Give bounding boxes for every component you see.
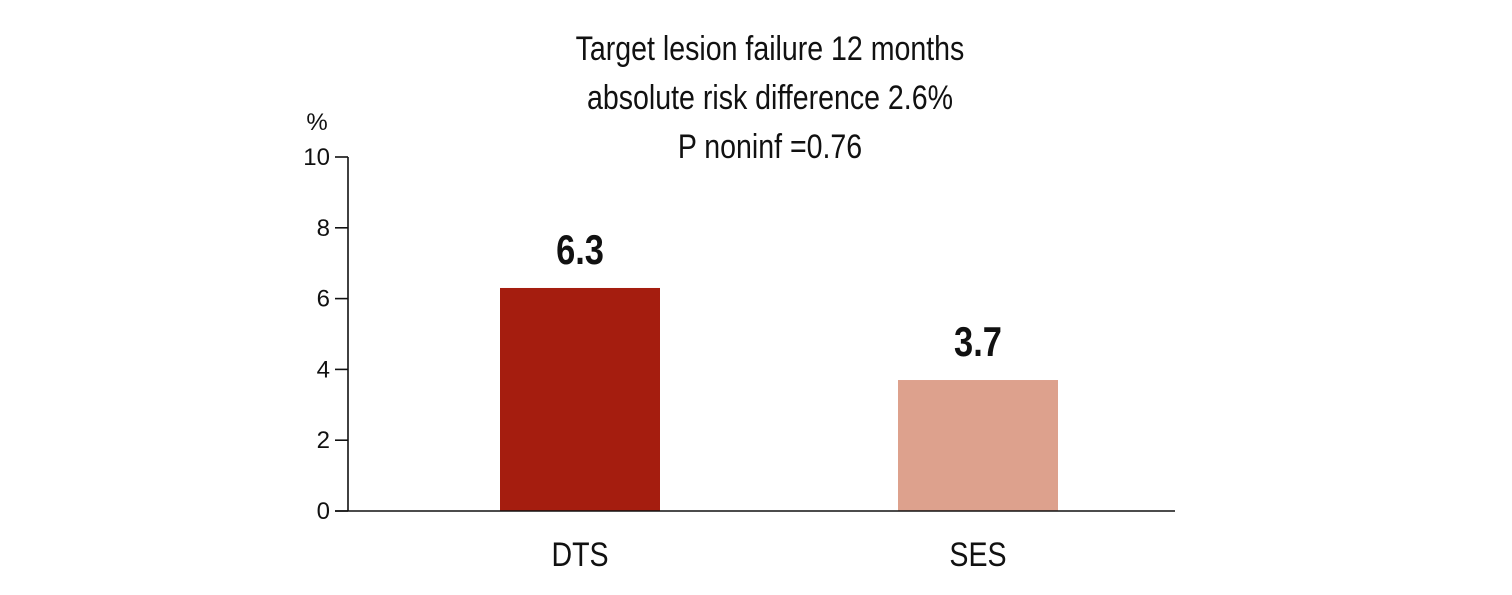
bar-dts	[500, 287, 660, 511]
y-axis-ticks: 0 2 4 6 8 10	[303, 144, 348, 525]
chart-title: Target lesion failure 12 months absolute…	[576, 30, 965, 166]
y-axis-unit-label: %	[306, 109, 327, 136]
x-category-label-dts: DTS	[551, 536, 608, 574]
bar-value-label-ses: 3.7	[954, 319, 1002, 366]
y-tick-label: 0	[317, 498, 330, 525]
y-tick-label: 10	[303, 144, 330, 171]
y-tick-label: 2	[317, 427, 330, 454]
x-category-label-ses: SES	[949, 536, 1006, 574]
bar-series	[500, 287, 1058, 511]
y-tick-label: 8	[317, 215, 330, 242]
bar-value-label-dts: 6.3	[556, 227, 604, 274]
chart-title-line-1: Target lesion failure 12 months	[576, 30, 965, 68]
bar-ses	[898, 380, 1058, 511]
chart-title-line-2: absolute risk difference 2.6%	[587, 79, 953, 117]
y-tick-label: 4	[317, 356, 330, 383]
y-tick-label: 6	[317, 286, 330, 313]
bar-value-labels: 6.3 3.7	[556, 227, 1002, 366]
chart-title-line-3: P noninf =0.76	[678, 128, 862, 166]
x-axis-category-labels: DTS SES	[551, 536, 1006, 574]
